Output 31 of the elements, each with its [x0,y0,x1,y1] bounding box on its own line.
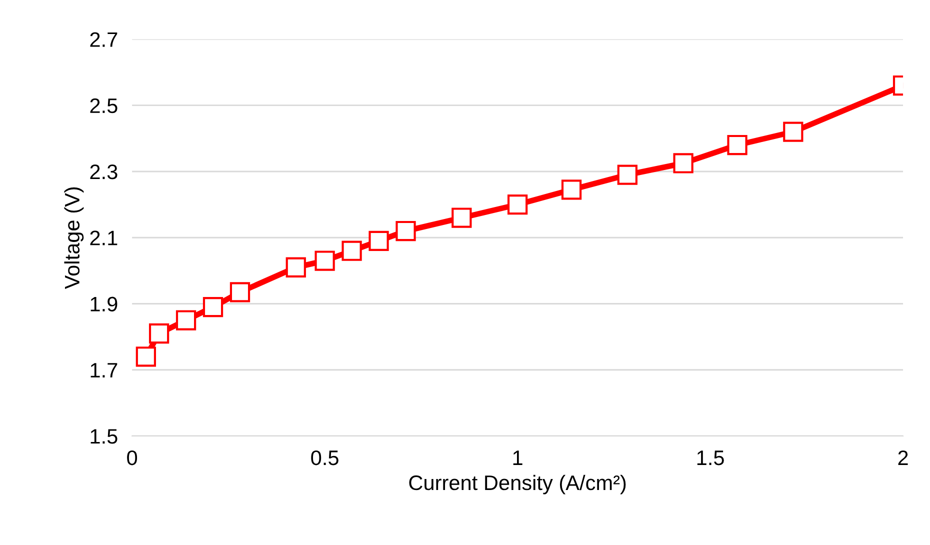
point [136,346,156,367]
point [286,257,306,278]
point [148,323,170,344]
y-tick-label: 2.3 [90,164,118,180]
x-tick-label: 1.5 [697,450,724,466]
y-tick-label: 2.1 [90,230,118,246]
x-tick-label: 0 [127,450,138,466]
point [673,153,694,174]
point [202,296,224,318]
x-axis-title: Current Density (A/cm²) [409,474,626,494]
y-tick-label: 2.5 [90,98,118,114]
y-tick-label: 1.9 [90,296,118,312]
x-tick-label: 0.5 [311,450,338,466]
x-tick-label: 2 [898,450,908,465]
point [342,240,362,261]
y-tick-label: 1.5 [90,429,118,444]
point [561,180,582,200]
point [176,310,196,330]
point [230,282,250,302]
y-tick-label: 2.7 [90,32,118,47]
point [368,230,389,251]
point [617,164,638,185]
point [507,194,528,215]
y-tick-label: 1.7 [90,363,118,378]
point [396,220,416,242]
x-tick-label: 1 [513,450,522,465]
y-axis-title: Voltage (V) [64,187,84,290]
point [783,122,804,142]
point [727,134,748,156]
point [452,208,472,228]
point [314,250,335,271]
